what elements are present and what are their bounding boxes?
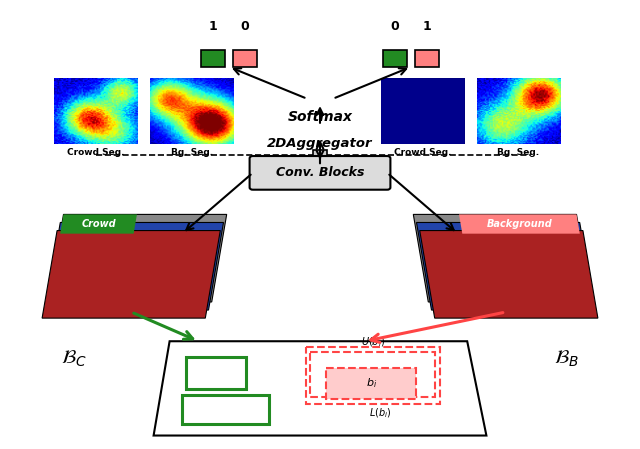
Text: 1: 1 bbox=[209, 21, 218, 33]
Bar bbox=[201, 50, 225, 67]
Bar bbox=[310, 352, 435, 397]
Text: 0: 0 bbox=[241, 21, 250, 33]
Polygon shape bbox=[49, 214, 227, 302]
Bar bbox=[186, 357, 246, 389]
Text: 0: 0 bbox=[390, 21, 399, 33]
Text: Softmax: Softmax bbox=[287, 110, 353, 124]
Text: $\mathcal{B}_B$: $\mathcal{B}_B$ bbox=[554, 349, 579, 370]
Polygon shape bbox=[420, 231, 598, 318]
Polygon shape bbox=[413, 214, 591, 302]
Polygon shape bbox=[45, 222, 223, 310]
Bar bbox=[313, 150, 327, 160]
Polygon shape bbox=[42, 231, 220, 318]
Text: 1: 1 bbox=[422, 21, 431, 33]
Bar bbox=[383, 50, 407, 67]
Text: Crowd Seg.: Crowd Seg. bbox=[67, 148, 125, 157]
Polygon shape bbox=[459, 214, 580, 233]
FancyBboxPatch shape bbox=[250, 156, 390, 189]
Bar bbox=[182, 395, 269, 424]
Text: Bg. Seg.: Bg. Seg. bbox=[171, 148, 213, 157]
Polygon shape bbox=[60, 214, 137, 233]
Polygon shape bbox=[417, 222, 595, 310]
Text: Crowd: Crowd bbox=[81, 219, 116, 229]
Text: 2DAggregator: 2DAggregator bbox=[268, 137, 372, 150]
Text: Background: Background bbox=[486, 219, 552, 229]
Text: $U(b_i)$: $U(b_i)$ bbox=[361, 335, 385, 349]
Text: Crowd Seg.: Crowd Seg. bbox=[394, 148, 451, 157]
Bar bbox=[381, 79, 464, 144]
Text: $\mathcal{B}_C$: $\mathcal{B}_C$ bbox=[61, 349, 86, 370]
Text: Conv. Blocks: Conv. Blocks bbox=[276, 167, 364, 179]
Bar bbox=[306, 347, 440, 404]
Bar bbox=[326, 368, 416, 399]
Bar bbox=[415, 50, 439, 67]
Polygon shape bbox=[154, 341, 486, 436]
Text: Bg. Seg.: Bg. Seg. bbox=[497, 148, 540, 157]
Text: $L(b_i)$: $L(b_i)$ bbox=[369, 406, 391, 420]
Text: $b_i$: $b_i$ bbox=[365, 377, 377, 390]
Bar bbox=[233, 50, 257, 67]
